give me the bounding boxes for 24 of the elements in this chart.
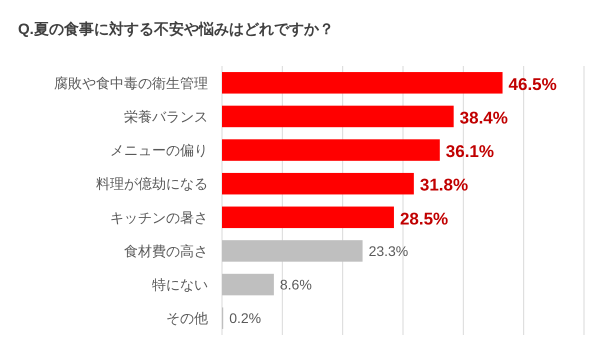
y-tick-label: 腐敗や食中毒の衛生管理 bbox=[54, 74, 208, 91]
bar bbox=[222, 72, 503, 94]
bar bbox=[222, 274, 274, 296]
data-label: 38.4% bbox=[460, 108, 508, 128]
data-label: 46.5% bbox=[508, 74, 557, 94]
y-tick-label: 特にない bbox=[152, 276, 208, 293]
bar bbox=[222, 240, 363, 262]
y-tick-label: 食材費の高さ bbox=[124, 242, 208, 259]
data-label: 23.3% bbox=[368, 242, 408, 259]
data-label: 8.6% bbox=[280, 276, 312, 293]
chart-title: Q.夏の食事に対する不安や悩みはどれですか？ bbox=[18, 20, 334, 38]
y-tick-label: 栄養バランス bbox=[124, 108, 208, 124]
bar bbox=[222, 172, 414, 194]
data-label: 36.1% bbox=[446, 142, 494, 162]
y-tick-label: その他 bbox=[166, 310, 208, 326]
data-label: 28.5% bbox=[400, 209, 448, 228]
bar bbox=[222, 206, 394, 228]
data-label: 0.2% bbox=[229, 310, 262, 326]
y-tick-label: キッチンの暑さ bbox=[110, 209, 208, 226]
bar bbox=[222, 106, 454, 128]
data-label: 31.8% bbox=[420, 176, 468, 195]
bar bbox=[222, 139, 440, 161]
y-tick-label: 料理が億劫になる bbox=[96, 176, 208, 192]
y-tick-label: メニューの偏り bbox=[110, 142, 208, 158]
